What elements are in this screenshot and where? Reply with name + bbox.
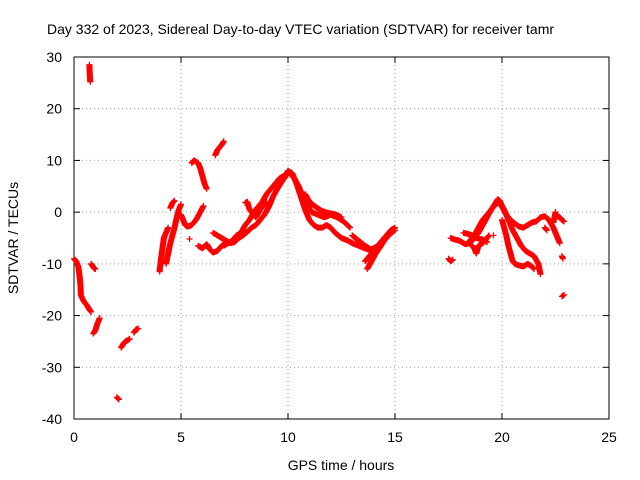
data-point	[561, 291, 568, 298]
y-tick-label: 30	[46, 49, 62, 65]
data-point	[537, 271, 544, 278]
data-point	[338, 214, 345, 221]
data-point	[96, 315, 103, 322]
x-tick-label: 0	[70, 429, 78, 445]
x-tick-label: 15	[387, 429, 403, 445]
data-point	[220, 138, 227, 145]
data-point	[556, 240, 563, 247]
data-point	[88, 308, 95, 315]
x-tick-label: 25	[601, 429, 617, 445]
y-tick-label: 10	[46, 152, 62, 168]
data-point	[92, 266, 99, 273]
data-point	[87, 78, 94, 85]
data-point	[449, 256, 456, 263]
data-point	[552, 209, 559, 216]
data-point	[115, 396, 122, 403]
y-tick-label: -10	[42, 256, 62, 272]
y-tick-label: 20	[46, 101, 62, 117]
data-point	[345, 223, 352, 230]
x-tick-label: 20	[494, 429, 510, 445]
data-point	[347, 224, 354, 231]
data-point	[561, 218, 568, 225]
grid	[74, 57, 609, 419]
data-point	[490, 232, 497, 239]
data-point	[263, 198, 270, 205]
data-point	[543, 227, 550, 234]
data-point	[200, 202, 207, 209]
data-point	[203, 185, 210, 192]
data-point	[171, 197, 178, 204]
data-point	[531, 266, 538, 273]
data-point	[366, 245, 373, 252]
x-tick-label: 10	[280, 429, 296, 445]
data-point	[186, 236, 193, 243]
axis-ticks: 0 5 10 15 20 25 -40 -30 -20 -10 0 10 20 30	[42, 49, 617, 445]
chart-title: Day 332 of 2023, Sidereal Day-to-day VTE…	[47, 21, 554, 37]
data-point	[389, 228, 396, 235]
y-tick-label: 0	[54, 204, 62, 220]
y-tick-label: -20	[42, 308, 62, 324]
x-axis-label: GPS time / hours	[288, 457, 395, 473]
data-point	[346, 224, 353, 231]
plot-frame	[73, 56, 610, 420]
data-point	[135, 325, 142, 332]
y-tick-label: -30	[42, 359, 62, 375]
data-point	[126, 335, 133, 342]
data-point	[178, 201, 184, 208]
data-points	[71, 61, 568, 403]
y-tick-label: -40	[42, 411, 62, 427]
y-axis-label: SDTVAR / TECUs	[5, 182, 21, 294]
data-point	[559, 255, 566, 262]
data-point	[165, 224, 172, 231]
x-tick-label: 5	[177, 429, 185, 445]
